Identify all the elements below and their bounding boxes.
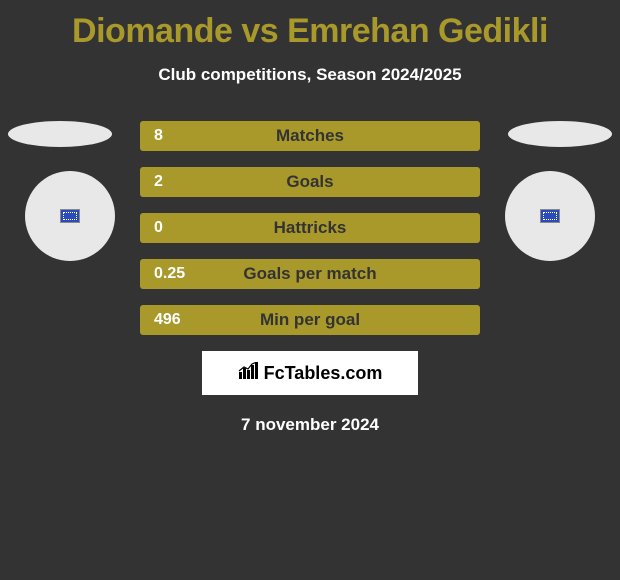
stat-value-left: 0.25 [154, 265, 185, 283]
brand-text: FcTables.com [264, 363, 383, 384]
player-oval-left [8, 121, 112, 147]
flag-icon-right [540, 209, 560, 223]
stat-bar: 496 Min per goal [140, 305, 480, 335]
player-oval-right [508, 121, 612, 147]
stat-bars: 8 Matches 2 Goals 0 Hattricks 0.25 Goals… [140, 121, 480, 335]
stat-value-left: 8 [154, 127, 163, 145]
player-circle-left [25, 171, 115, 261]
flag-icon-left [60, 209, 80, 223]
stat-value-left: 0 [154, 219, 163, 237]
brand-inner: FcTables.com [238, 362, 383, 385]
player-circle-right [505, 171, 595, 261]
bars-chart-icon [238, 362, 260, 385]
stat-value-left: 496 [154, 311, 181, 329]
stat-label: Matches [140, 126, 480, 146]
stat-label: Hattricks [140, 218, 480, 238]
comparison-content: 8 Matches 2 Goals 0 Hattricks 0.25 Goals… [0, 121, 620, 435]
comparison-subtitle: Club competitions, Season 2024/2025 [0, 65, 620, 85]
stat-label: Goals [140, 172, 480, 192]
stat-label: Min per goal [140, 310, 480, 330]
stat-bar: 0.25 Goals per match [140, 259, 480, 289]
stat-label: Goals per match [140, 264, 480, 284]
brand-box: FcTables.com [202, 351, 418, 395]
stat-bar: 2 Goals [140, 167, 480, 197]
stat-value-left: 2 [154, 173, 163, 191]
comparison-date: 7 november 2024 [0, 415, 620, 435]
stat-bar: 8 Matches [140, 121, 480, 151]
stat-bar: 0 Hattricks [140, 213, 480, 243]
comparison-title: Diomande vs Emrehan Gedikli [0, 0, 620, 51]
